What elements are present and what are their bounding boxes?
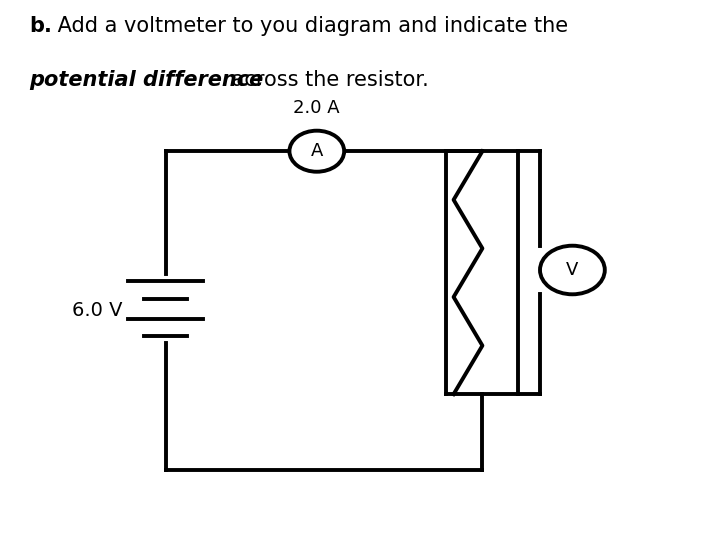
Text: V: V <box>566 261 579 279</box>
Circle shape <box>289 131 344 172</box>
Text: Add a voltmeter to you diagram and indicate the: Add a voltmeter to you diagram and indic… <box>51 16 568 36</box>
Text: 6.0 V: 6.0 V <box>72 301 122 320</box>
Text: across the resistor.: across the resistor. <box>225 70 428 90</box>
Text: 2.0 A: 2.0 A <box>294 99 340 117</box>
Circle shape <box>540 246 605 294</box>
Text: b.: b. <box>29 16 52 36</box>
Text: A: A <box>310 142 323 160</box>
Text: potential difference: potential difference <box>29 70 263 90</box>
